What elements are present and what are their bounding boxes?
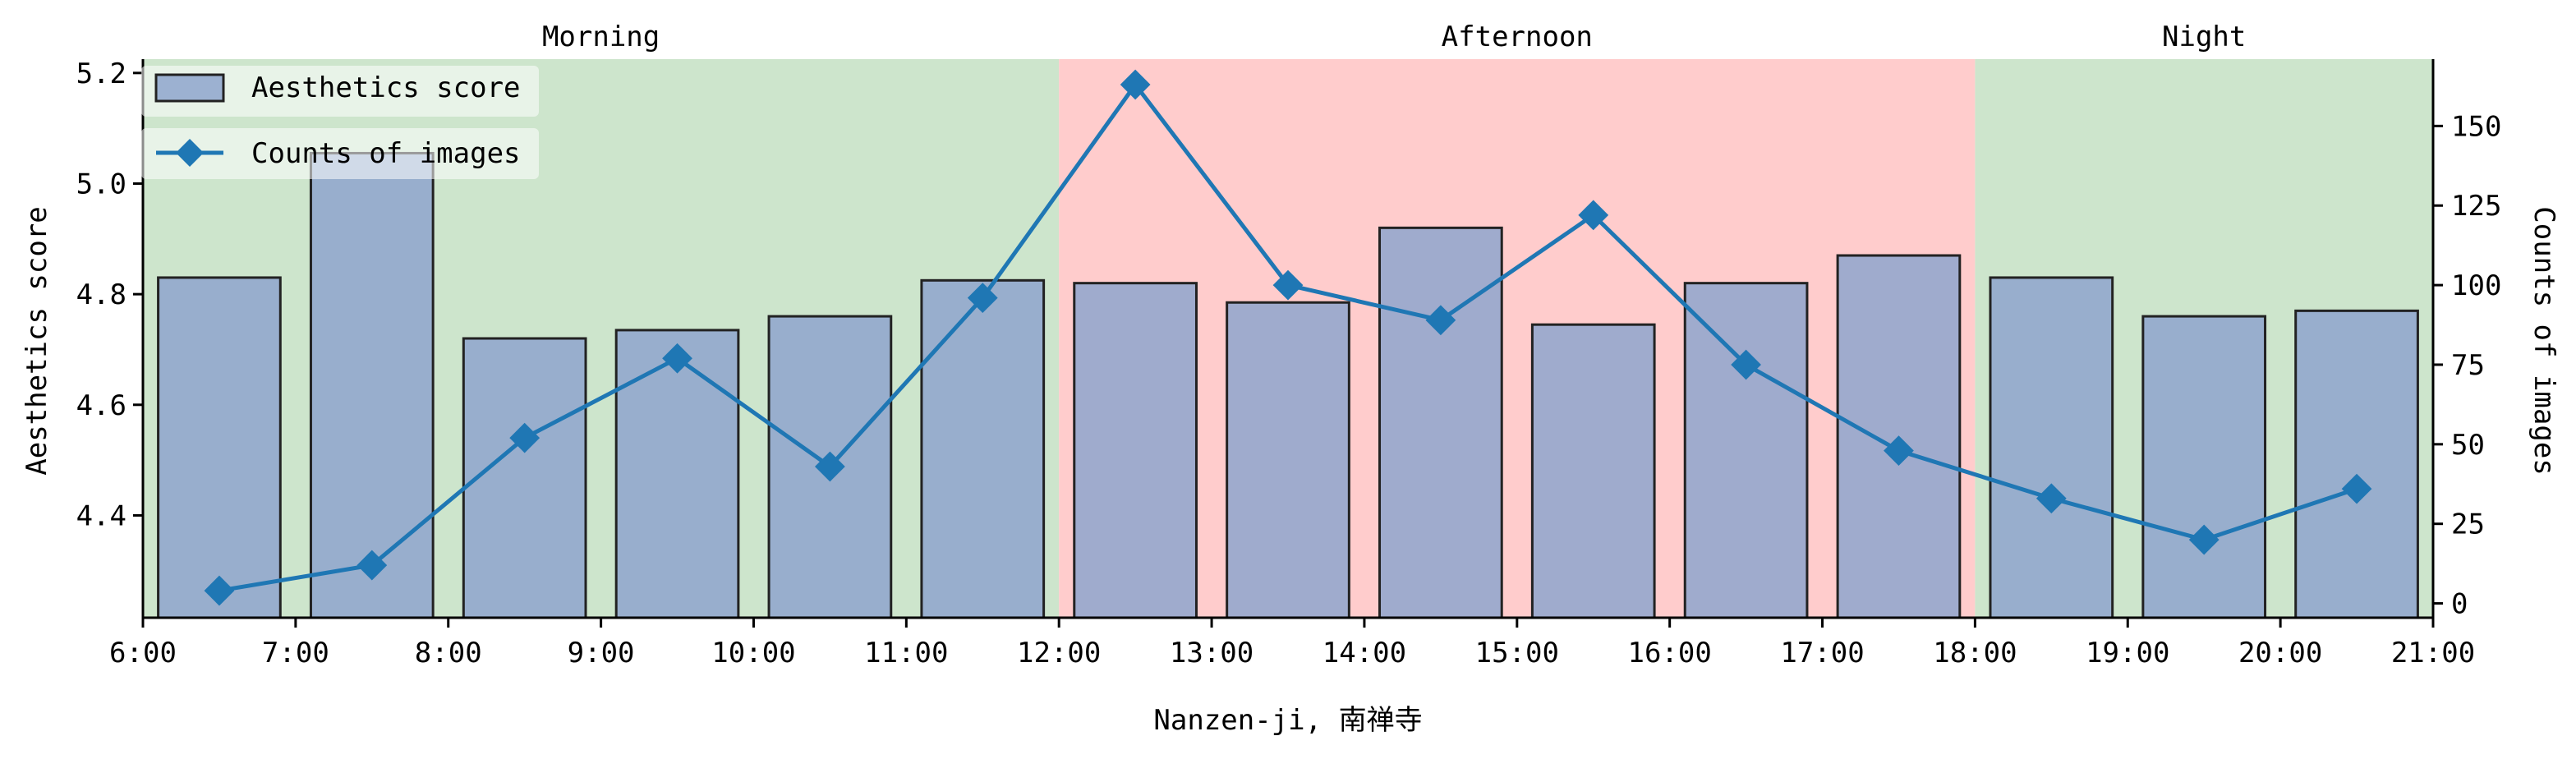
period-label-night: Night: [2162, 21, 2246, 53]
x-tick-label: 10:00: [711, 637, 795, 669]
right-y-tick-label: 25: [2451, 508, 2485, 541]
left-y-axis-label: Aesthetics score: [21, 206, 53, 476]
count-marker: [356, 550, 388, 581]
count-marker: [967, 283, 998, 313]
bar: [1226, 301, 1350, 619]
right-y-ticks: 0 25 50 75 100 125 150: [2433, 110, 2501, 621]
count-marker: [662, 343, 692, 374]
count-line: [204, 69, 2372, 606]
x-tick-label: 19:00: [2086, 637, 2169, 669]
legend-box-line: [141, 128, 539, 179]
x-tick-label: 16:00: [1627, 637, 1711, 669]
period-bands: [143, 59, 2433, 618]
count-marker: [1731, 349, 1761, 380]
right-y-tick-label: 125: [2451, 190, 2501, 223]
x-tick-label: 15:00: [1475, 637, 1559, 669]
bar: [1530, 323, 1656, 619]
count-marker: [1425, 305, 1456, 336]
bar: [1378, 226, 1503, 619]
left-y-tick-label: 5.2: [76, 58, 126, 90]
bar: [2294, 309, 2419, 619]
count-marker: [815, 451, 845, 482]
period-band-afternoon: [1059, 59, 1976, 618]
bars: [157, 151, 2419, 619]
x-tick-label: 20:00: [2238, 637, 2322, 669]
x-tick-label: 18:00: [1933, 637, 2017, 669]
count-marker: [509, 422, 540, 453]
x-tick-label: 9:00: [568, 637, 635, 669]
period-label-morning: Morning: [542, 21, 660, 53]
x-tick-label: 14:00: [1322, 637, 1406, 669]
x-tick-label: 8:00: [415, 637, 482, 669]
x-tick-label: 6:00: [109, 637, 177, 669]
x-ticks: 6:00 7:00 8:00 9:00 10:00 11:00 12:00 13:00 14:0…: [109, 618, 2475, 669]
x-tick-label: 21:00: [2391, 637, 2475, 669]
bar: [309, 151, 435, 619]
legend: Aesthetics score Counts of images: [141, 66, 539, 179]
legend-box-bar: [141, 66, 539, 117]
right-y-tick-label: 150: [2451, 110, 2501, 143]
right-y-tick-label: 100: [2451, 269, 2501, 302]
legend-marker-sample: [176, 139, 204, 167]
legend-label-line: Counts of images: [251, 137, 521, 170]
bar: [2141, 315, 2267, 619]
count-marker: [2036, 483, 2067, 514]
bar: [920, 278, 1046, 619]
left-y-tick-label: 4.8: [76, 278, 126, 311]
period-labels: Morning Afternoon Night: [542, 21, 2246, 53]
count-marker: [1884, 435, 1914, 466]
legend-swatch-bar: [154, 73, 225, 103]
left-y-tick-label: 5.0: [76, 168, 126, 200]
period-label-afternoon: Afternoon: [1442, 21, 1593, 53]
bar: [1683, 282, 1809, 619]
bar: [462, 337, 587, 619]
x-tick-label: 13:00: [1170, 637, 1254, 669]
count-marker: [1120, 69, 1151, 100]
x-axis-label: Nanzen-ji, 南禅寺: [1153, 704, 1422, 737]
x-tick-label: 12:00: [1017, 637, 1101, 669]
count-marker: [1578, 200, 1609, 231]
right-y-tick-label: 0: [2451, 588, 2468, 621]
left-y-tick-label: 4.6: [76, 389, 126, 422]
right-y-tick-label: 75: [2451, 349, 2485, 382]
count-marker: [1272, 269, 1304, 301]
bar: [157, 276, 282, 619]
x-tick-label: 11:00: [864, 637, 948, 669]
x-tick-label: 7:00: [262, 637, 329, 669]
right-y-axis-label: Counts of images: [2528, 206, 2560, 476]
x-tick-label: 17:00: [1780, 637, 1864, 669]
count-marker: [2341, 473, 2372, 504]
count-marker: [2188, 524, 2220, 555]
bar: [1989, 276, 2114, 619]
left-y-tick-label: 4.4: [76, 499, 126, 532]
legend-label-bar: Aesthetics score: [251, 71, 521, 104]
left-y-ticks: 4.4 4.6 4.8 5.0 5.2: [76, 58, 143, 532]
right-y-tick-label: 50: [2451, 429, 2485, 462]
bar: [1073, 282, 1198, 619]
